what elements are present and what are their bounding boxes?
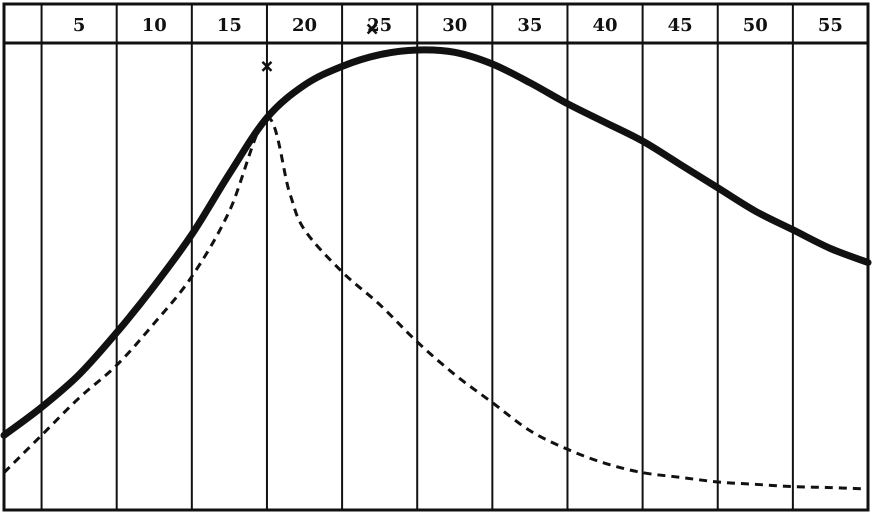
x-tick-label: 55 — [818, 15, 843, 36]
x-tick-label: 35 — [517, 15, 542, 36]
tick-labels: 5 10 15 20 25 30 35 40 45 50 55 — [73, 15, 843, 36]
x-tick-label: 40 — [593, 15, 618, 36]
series-layer — [0, 46, 872, 491]
x-tick-label: 5 — [73, 15, 86, 36]
x-tick-label: 20 — [292, 15, 317, 36]
solid-series-line — [0, 46, 872, 439]
x-marker — [261, 60, 273, 72]
x-marker — [366, 23, 378, 35]
x-tick-label: 10 — [142, 15, 167, 36]
marker-layer — [261, 23, 378, 72]
dashed-series-line — [2, 116, 869, 491]
x-tick-label: 50 — [743, 15, 768, 36]
x-tick-label: 25 — [367, 15, 392, 36]
x-tick-label: 30 — [442, 15, 467, 36]
x-tick-label: 45 — [668, 15, 693, 36]
x-tick-label: 15 — [217, 15, 242, 36]
grid-layer — [40, 4, 794, 510]
